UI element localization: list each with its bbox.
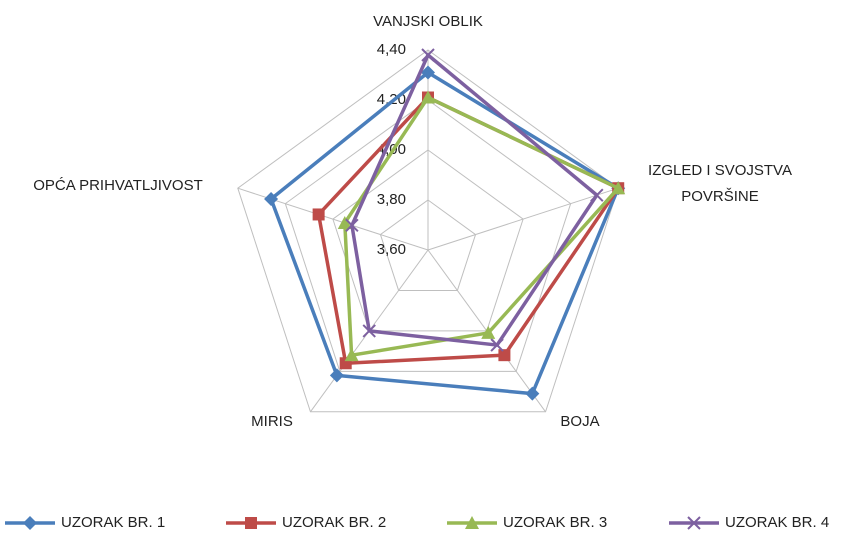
y-tick-label: 3,80 — [377, 191, 406, 208]
legend-label: UZORAK BR. 2 — [282, 514, 386, 531]
data-point — [525, 386, 540, 401]
grid-ring — [379, 199, 477, 291]
y-tick-label: 4,40 — [377, 41, 406, 58]
legend-marker — [23, 516, 37, 530]
legend-label: UZORAK BR. 1 — [61, 514, 165, 531]
data-point — [421, 48, 435, 62]
data-point — [498, 349, 511, 362]
grid-ring — [284, 99, 572, 372]
category-label: IZGLED I SVOJSTVA POVRŠINE — [648, 162, 792, 205]
data-point — [337, 215, 352, 229]
category-label: OPĆA PRIHVATLJIVOST — [33, 177, 203, 194]
data-point — [312, 208, 325, 221]
category-label: BOJA — [560, 413, 600, 430]
series-line — [343, 95, 620, 357]
y-tick-label: 3,60 — [377, 241, 406, 258]
data-point — [264, 192, 279, 207]
category-label: VANJSKI OBLIK — [373, 13, 483, 30]
data-point — [329, 368, 344, 383]
legend-label: UZORAK BR. 3 — [503, 514, 607, 531]
series-line — [350, 53, 599, 347]
legend-marker — [245, 517, 257, 529]
data-point — [611, 181, 626, 195]
data-point — [421, 90, 435, 104]
series-line — [269, 70, 620, 396]
category-label: MIRIS — [251, 413, 293, 430]
data-point — [345, 218, 359, 232]
spoke — [427, 187, 619, 251]
legend-label: UZORAK BR. 4 — [725, 514, 829, 531]
grid-ring — [332, 149, 524, 332]
grid-ring — [237, 49, 619, 413]
data-point — [590, 188, 604, 202]
data-point — [344, 348, 359, 362]
data-point — [362, 324, 376, 338]
legend-marker — [465, 516, 479, 529]
legend-marker — [687, 516, 701, 530]
data-point — [490, 338, 504, 352]
data-point — [421, 65, 435, 80]
data-point — [481, 325, 496, 339]
